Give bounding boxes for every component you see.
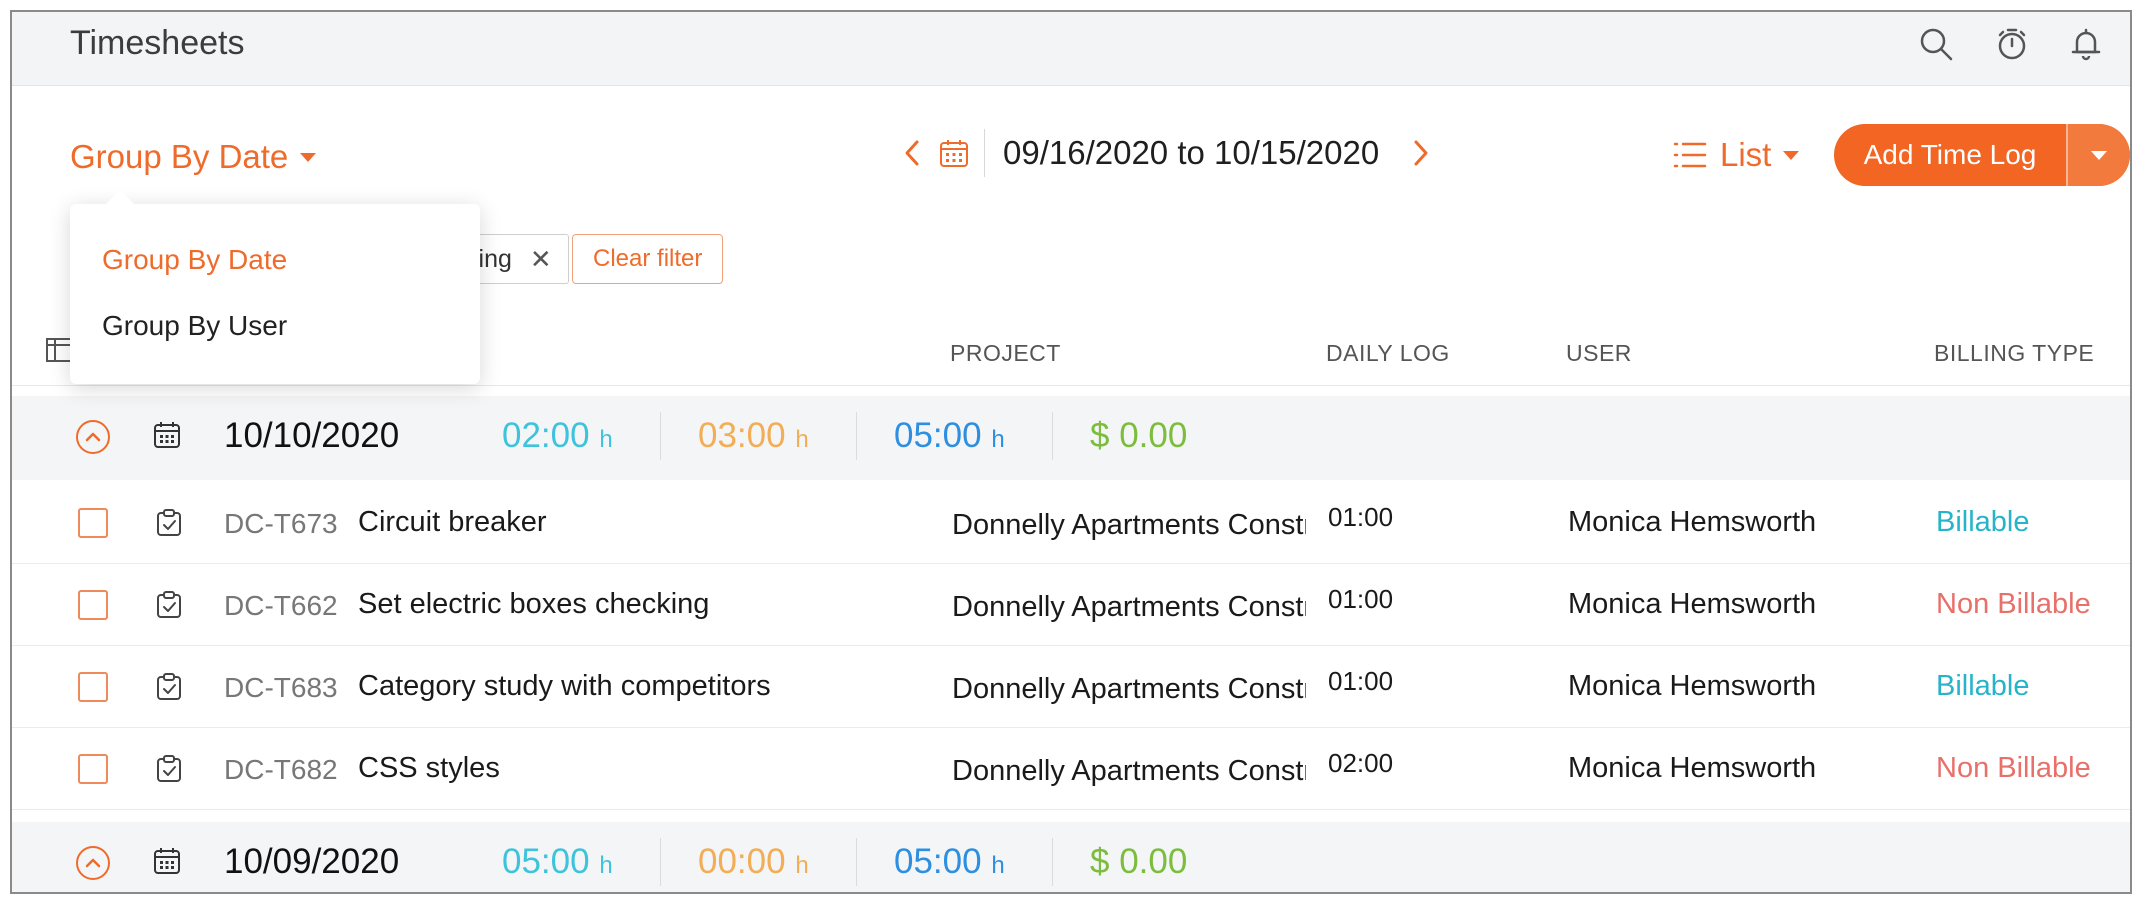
divider (856, 838, 857, 886)
menu-item-group-by-date[interactable]: Group By Date (102, 244, 288, 275)
toolbar: Group By Date 09/16/2020 to 10/15/2020 L… (12, 86, 2130, 196)
group-by-menu: Group By Date Group By User (70, 190, 480, 384)
total-hours: 05:00 h (894, 842, 1005, 881)
project-name: Donnelly Apartments Construction (952, 755, 1306, 787)
user-name: Monica Hemsworth (1568, 506, 1817, 538)
previous-period-button[interactable] (892, 128, 932, 178)
column-header-user[interactable]: USER (1566, 340, 1632, 366)
task-id: DC-T662 (224, 590, 338, 621)
billing-type: Non Billable (1936, 752, 2091, 784)
timer-icon[interactable] (1990, 22, 2034, 66)
column-header-project[interactable]: PROJECT (950, 340, 1061, 366)
billable-hours: 05:00 h (502, 842, 613, 881)
top-bar: Timesheets (12, 12, 2130, 86)
clear-filter-button[interactable]: Clear filter (572, 234, 724, 284)
group-date: 10/10/2020 (224, 416, 400, 455)
caret-down-icon (1783, 150, 1800, 160)
app-window: Timesheets Group By Date 09/16/2020 to 1… (10, 10, 2132, 894)
add-time-log-split-button: Add Time Log (1834, 124, 2130, 186)
project-name: Donnelly Apartments Construction (952, 591, 1306, 623)
add-options-dropdown-button[interactable] (2066, 124, 2130, 186)
bell-icon[interactable] (2064, 22, 2108, 66)
table-row[interactable]: DC-T682 CSS styles Donnelly Apartments C… (12, 728, 2130, 810)
chevron-up-icon (85, 858, 101, 868)
collapse-group-button[interactable] (76, 420, 110, 454)
billing-type: Billable (1936, 506, 2030, 538)
daily-log: 01:00 (1328, 666, 1394, 696)
filter-bar: ling ✕ Clear filter (12, 230, 2130, 286)
group-amount: $ 0.00 (1090, 842, 1188, 881)
next-period-button[interactable] (1401, 128, 1441, 178)
project-name: Donnelly Apartments Construction (952, 673, 1306, 705)
row-checkbox[interactable] (78, 508, 108, 538)
divider (660, 838, 661, 886)
collapse-group-button[interactable] (76, 846, 110, 880)
calendar-icon (152, 420, 186, 454)
table-row[interactable]: DC-T673 Circuit breaker Donnelly Apartme… (12, 482, 2130, 564)
column-header-billing-type[interactable]: BILLING TYPE (1934, 340, 2095, 366)
remove-filter-icon[interactable]: ✕ (529, 243, 552, 274)
billing-type: Non Billable (1936, 588, 2091, 620)
row-checkbox[interactable] (78, 672, 108, 702)
divider (1052, 412, 1053, 460)
task-name[interactable]: Category study with competitors (358, 670, 771, 702)
row-checkbox[interactable] (78, 590, 108, 620)
table-row[interactable]: DC-T683 Category study with competitors … (12, 646, 2130, 728)
calendar-icon (940, 140, 968, 167)
task-id: DC-T673 (224, 508, 338, 539)
task-icon (154, 508, 184, 538)
caret-down-icon (300, 152, 317, 162)
list-icon (1673, 142, 1707, 168)
caret-down-icon (2091, 150, 2107, 160)
date-group-header: 10/09/2020 05:00 h 00:00 h 05:00 h $ 0.0… (12, 822, 2130, 892)
divider (1052, 838, 1053, 886)
chevron-left-icon (905, 140, 919, 166)
date-navigator: 09/16/2020 to 10/15/2020 (892, 126, 1441, 180)
group-by-dropdown[interactable]: Group By Date (70, 138, 317, 176)
table-row[interactable]: DC-T662 Set electric boxes checking Donn… (12, 564, 2130, 646)
divider (984, 129, 985, 177)
chevron-up-icon (85, 432, 101, 442)
row-checkbox[interactable] (78, 754, 108, 784)
project-name: Donnelly Apartments Construction (952, 509, 1306, 541)
user-name: Monica Hemsworth (1568, 670, 1817, 702)
total-hours: 05:00 h (894, 416, 1005, 455)
column-header-daily-log[interactable]: DAILY LOG (1326, 340, 1450, 366)
group-amount: $ 0.00 (1090, 416, 1188, 455)
user-name: Monica Hemsworth (1568, 752, 1817, 784)
daily-log: 01:00 (1328, 584, 1394, 614)
task-name[interactable]: CSS styles (358, 752, 500, 784)
billing-type: Billable (1936, 670, 2030, 702)
task-icon (154, 754, 184, 784)
daily-log: 02:00 (1328, 748, 1394, 778)
calendar-icon (152, 846, 186, 880)
add-time-log-button[interactable]: Add Time Log (1863, 139, 2037, 170)
divider (856, 412, 857, 460)
date-range-text: 09/16/2020 to 10/15/2020 (1003, 134, 1380, 171)
task-name[interactable]: Set electric boxes checking (358, 588, 710, 620)
billable-hours: 02:00 h (502, 416, 613, 455)
page-title: Timesheets (70, 24, 245, 62)
group-date: 10/09/2020 (224, 842, 400, 881)
task-name[interactable]: Circuit breaker (358, 506, 547, 538)
non-billable-hours: 00:00 h (698, 842, 809, 881)
task-id: DC-T682 (224, 754, 338, 785)
task-icon (154, 672, 184, 702)
daily-log: 01:00 (1328, 502, 1394, 532)
date-group-header: 10/10/2020 02:00 h 03:00 h 05:00 h $ 0.0… (12, 396, 2130, 480)
view-mode-label: List (1720, 136, 1772, 173)
divider (660, 412, 661, 460)
search-icon[interactable] (1914, 22, 1958, 66)
menu-item-group-by-user[interactable]: Group By User (102, 310, 288, 341)
task-id: DC-T683 (224, 672, 338, 703)
table-header: PROJECT DAILY LOG USER BILLING TYPE (12, 314, 2130, 386)
chevron-right-icon (1414, 140, 1428, 166)
group-by-label: Group By Date (70, 138, 289, 175)
view-mode-dropdown[interactable]: List (1672, 136, 1800, 174)
task-icon (154, 590, 184, 620)
calendar-picker-button[interactable] (932, 128, 976, 178)
user-name: Monica Hemsworth (1568, 588, 1817, 620)
non-billable-hours: 03:00 h (698, 416, 809, 455)
